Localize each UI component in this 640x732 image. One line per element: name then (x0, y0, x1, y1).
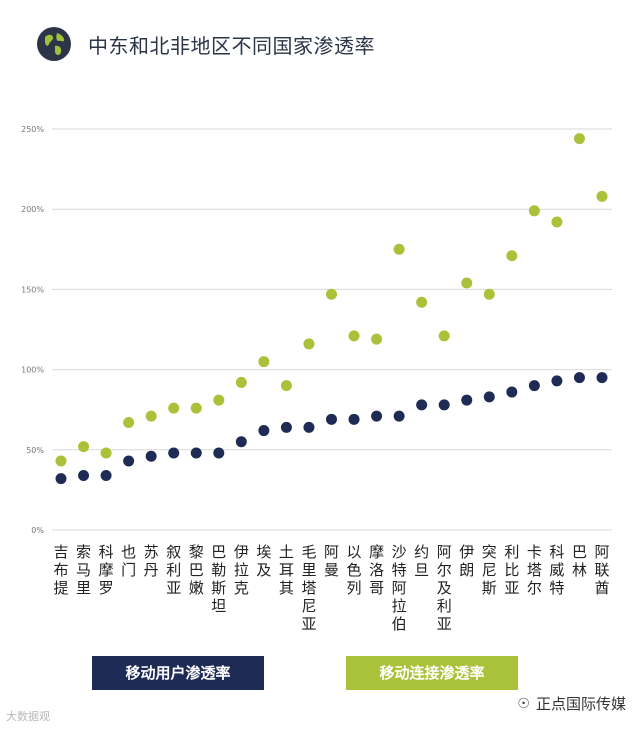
x-category-label: 科摩罗 (98, 543, 114, 597)
connection-penetration-point (438, 330, 450, 342)
user-penetration-point (235, 436, 247, 448)
user-penetration-point (483, 391, 495, 403)
x-category-label: 利比亚 (504, 543, 520, 597)
user-penetration-point (416, 399, 428, 411)
user-penetration-point (438, 399, 450, 411)
user-penetration-point (596, 372, 608, 384)
connection-penetration-point (528, 205, 540, 217)
watermark-left-text: 大数据观 (6, 710, 50, 723)
user-penetration-point (55, 473, 67, 485)
watermark-right-text: 正点国际传媒 (535, 695, 626, 713)
connection-penetration-point (326, 288, 337, 300)
user-penetration-point (258, 425, 270, 437)
x-category-label: 巴勒斯坦 (211, 543, 227, 615)
x-category-label: 约旦 (414, 543, 430, 579)
x-category-label: 沙特阿拉伯 (391, 543, 407, 633)
connection-penetration-point (280, 380, 292, 392)
user-penetration-point (573, 372, 585, 384)
user-penetration-point (280, 421, 292, 433)
user-penetration-point (190, 447, 202, 459)
connection-penetration-point (145, 410, 157, 422)
connection-penetration-point (371, 333, 383, 345)
watermark-right: ☉ 正点国际传媒 (517, 693, 626, 714)
x-category-label: 土耳其 (278, 543, 294, 597)
connection-penetration-point (573, 133, 585, 145)
connection-penetration-point (348, 330, 360, 342)
user-penetration-point (506, 386, 518, 398)
x-category-label: 伊拉克 (233, 543, 249, 597)
user-penetration-point (528, 380, 540, 392)
x-category-label: 巴林 (571, 543, 587, 579)
user-penetration-point (123, 455, 135, 467)
user-penetration-point (145, 450, 157, 462)
x-category-label: 埃及 (256, 543, 272, 579)
connection-penetration-point (55, 455, 67, 467)
connection-penetration-point (461, 277, 473, 289)
connection-penetration-point (258, 356, 270, 368)
x-category-label: 伊朗 (459, 543, 475, 579)
legend-user-penetration: 移动用户渗透率 (92, 656, 264, 690)
connection-penetration-point (100, 447, 112, 459)
x-category-label: 阿尔及利亚 (436, 543, 452, 633)
user-penetration-point (348, 413, 360, 425)
y-tick-label: 200% (21, 205, 44, 214)
x-category-label: 黎巴嫩 (188, 543, 204, 597)
x-category-label: 阿曼 (323, 543, 339, 579)
user-penetration-point (371, 410, 383, 422)
connection-penetration-point (551, 216, 563, 228)
x-category-label: 以色列 (346, 543, 362, 597)
x-category-label: 吉布提 (53, 543, 69, 597)
x-category-label: 摩洛哥 (369, 543, 385, 597)
connection-penetration-point (168, 402, 180, 414)
x-category-label: 毛里塔尼亚 (301, 543, 317, 633)
user-penetration-point (326, 413, 337, 425)
user-penetration-point (303, 421, 315, 433)
y-tick-label: 100% (21, 366, 44, 375)
chart-header: 中东和北非地区不同国家渗透率 (36, 24, 375, 64)
y-tick-label: 50% (26, 446, 44, 455)
wechat-icon: ☉ (517, 695, 530, 712)
x-category-label: 也门 (121, 543, 137, 579)
x-category-label: 苏丹 (143, 543, 159, 579)
connection-penetration-point (235, 376, 247, 388)
y-tick-label: 250% (21, 125, 44, 134)
connection-penetration-point (596, 190, 608, 202)
connection-penetration-point (506, 250, 518, 262)
connection-penetration-point (483, 288, 495, 300)
user-penetration-point (168, 447, 180, 459)
globe-icon (37, 27, 71, 61)
connection-penetration-point (416, 296, 428, 308)
legend-connection-penetration: 移动连接渗透率 (346, 656, 518, 690)
connection-penetration-point (123, 417, 135, 429)
x-category-label: 索马里 (76, 543, 92, 597)
connection-penetration-point (213, 394, 225, 406)
user-penetration-point (78, 469, 90, 481)
x-category-label: 卡塔尔 (526, 543, 542, 597)
connection-penetration-point (393, 243, 405, 255)
connection-penetration-point (190, 402, 202, 414)
chart-title: 中东和北非地区不同国家渗透率 (88, 33, 375, 58)
user-penetration-point (461, 394, 473, 406)
user-penetration-point (100, 469, 112, 481)
connection-penetration-point (303, 338, 315, 350)
connection-penetration-point (78, 441, 90, 453)
user-penetration-point (393, 410, 405, 422)
y-tick-label: 0% (31, 526, 44, 535)
y-tick-label: 150% (21, 285, 44, 294)
x-category-label: 阿联酋 (594, 543, 610, 597)
x-category-label: 科威特 (549, 543, 565, 597)
user-penetration-point (213, 447, 225, 459)
watermark-left: 大数据观 (6, 708, 50, 724)
x-category-label: 叙利亚 (166, 543, 182, 597)
x-category-label: 突尼斯 (481, 543, 497, 597)
user-penetration-point (551, 375, 563, 387)
